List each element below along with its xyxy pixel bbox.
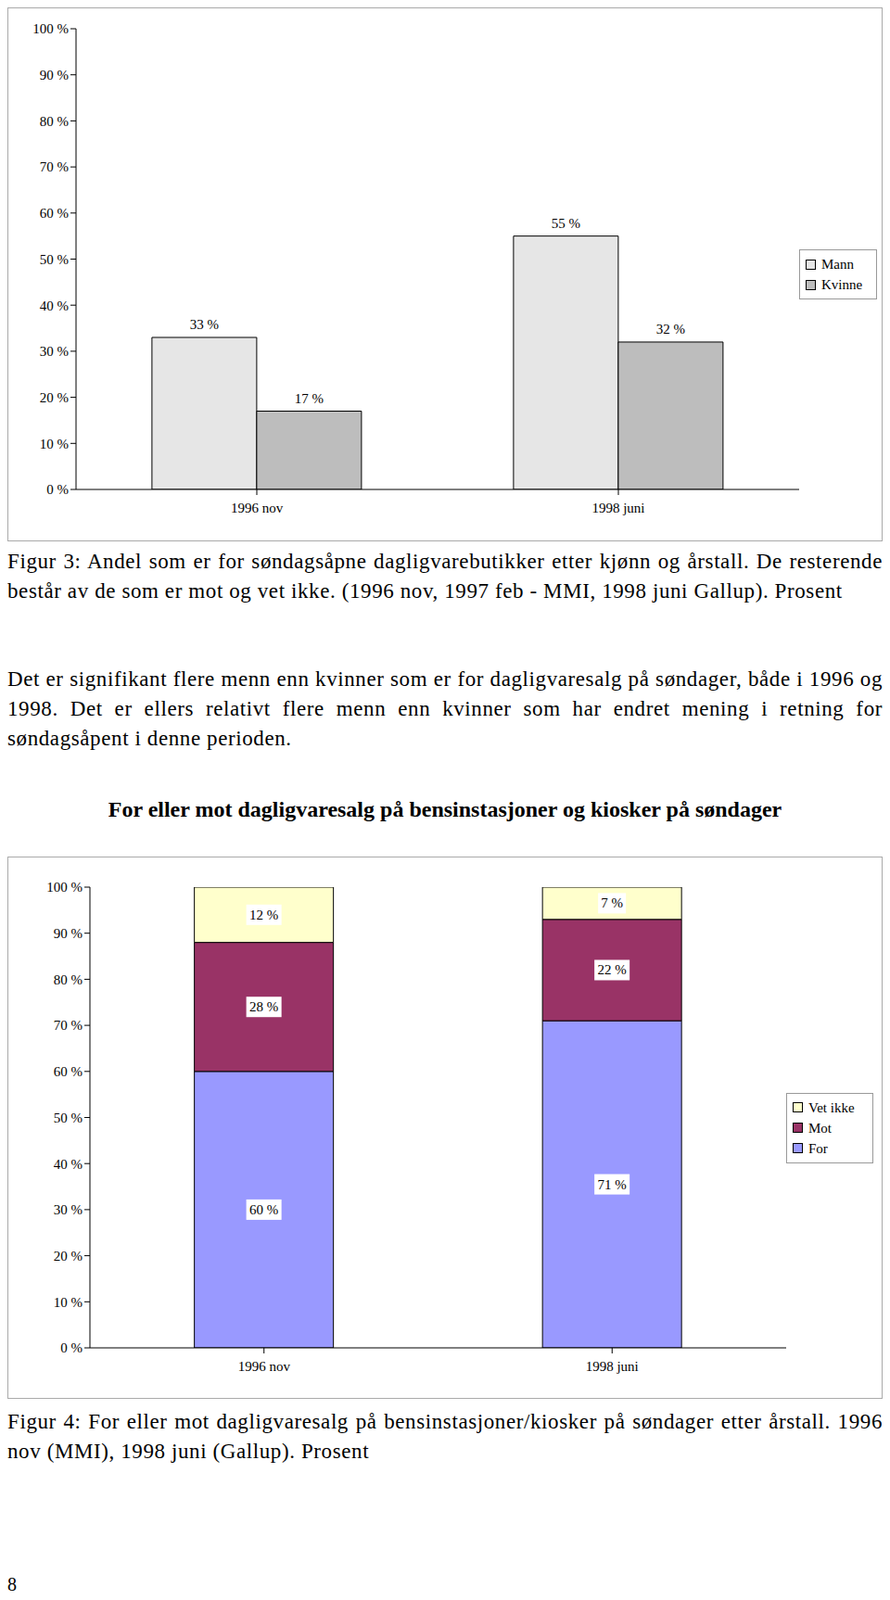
html-text:Figur 3: Andel som er for sønd: Figur 3: Andel som er for søndagsåpne da…	[7, 549, 883, 603]
svg-text:1998 juni: 1998 juni	[585, 1359, 639, 1374]
html-text:For eller mot dagligvaresalg p: For eller mot dagligvaresalg på bensinst…	[108, 797, 782, 822]
html-text:Det er signifikant flere menn: Det er signifikant flere menn enn kvinne…	[7, 667, 883, 751]
svg-text:0 %: 0 %	[46, 482, 69, 497]
svg-text:20 %: 20 %	[53, 1248, 83, 1264]
svg-text:60 %: 60 %	[53, 1064, 83, 1080]
html-text:8: 8	[7, 1574, 17, 1595]
svg-text:7 %: 7 %	[600, 895, 623, 911]
svg-text:100 %: 100 %	[46, 879, 83, 895]
svg-text:30 %: 30 %	[39, 343, 69, 359]
svg-text:90 %: 90 %	[53, 926, 83, 941]
html-text:Vet ikke: Vet ikke	[808, 1099, 855, 1115]
svg-text:50 %: 50 %	[53, 1110, 83, 1126]
svg-text:28 %: 28 %	[249, 999, 279, 1015]
svg-text:80 %: 80 %	[53, 972, 83, 988]
svg-text:1998 juni: 1998 juni	[591, 500, 645, 516]
svg-text:80 %: 80 %	[39, 114, 69, 129]
svg-text:40 %: 40 %	[39, 298, 69, 314]
svg-text:33 %: 33 %	[190, 317, 219, 332]
html-text:Kvinne: Kvinne	[821, 277, 863, 293]
svg-text:1996 nov: 1996 nov	[238, 1359, 292, 1374]
svg-text:70 %: 70 %	[53, 1017, 83, 1033]
svg-text:70 %: 70 %	[39, 159, 69, 175]
svg-text:12 %: 12 %	[249, 907, 279, 923]
svg-text:30 %: 30 %	[53, 1202, 83, 1218]
svg-text:10 %: 10 %	[39, 436, 69, 452]
svg-text:71 %: 71 %	[597, 1177, 627, 1193]
svg-text:60 %: 60 %	[249, 1202, 279, 1218]
svg-text:60 %: 60 %	[39, 205, 69, 221]
svg-text:90 %: 90 %	[39, 67, 69, 83]
html-text:Mot: Mot	[808, 1120, 832, 1136]
svg-text:22 %: 22 %	[597, 962, 627, 978]
svg-text:40 %: 40 %	[53, 1157, 83, 1172]
svg-text:17 %: 17 %	[294, 391, 324, 407]
html-text:For: For	[808, 1140, 828, 1156]
html-text:Figur 4: For eller mot dagligv: Figur 4: For eller mot dagligvaresalg på…	[7, 1410, 883, 1463]
html-text:Mann: Mann	[821, 256, 854, 272]
svg-text:0 %: 0 %	[60, 1340, 83, 1356]
svg-text:50 %: 50 %	[39, 252, 69, 267]
svg-text:55 %: 55 %	[551, 216, 581, 231]
svg-text:32 %: 32 %	[656, 321, 686, 337]
svg-text:10 %: 10 %	[53, 1295, 83, 1310]
svg-text:100 %: 100 %	[32, 21, 69, 37]
svg-text:20 %: 20 %	[39, 390, 69, 406]
svg-text:1996 nov: 1996 nov	[230, 500, 284, 516]
